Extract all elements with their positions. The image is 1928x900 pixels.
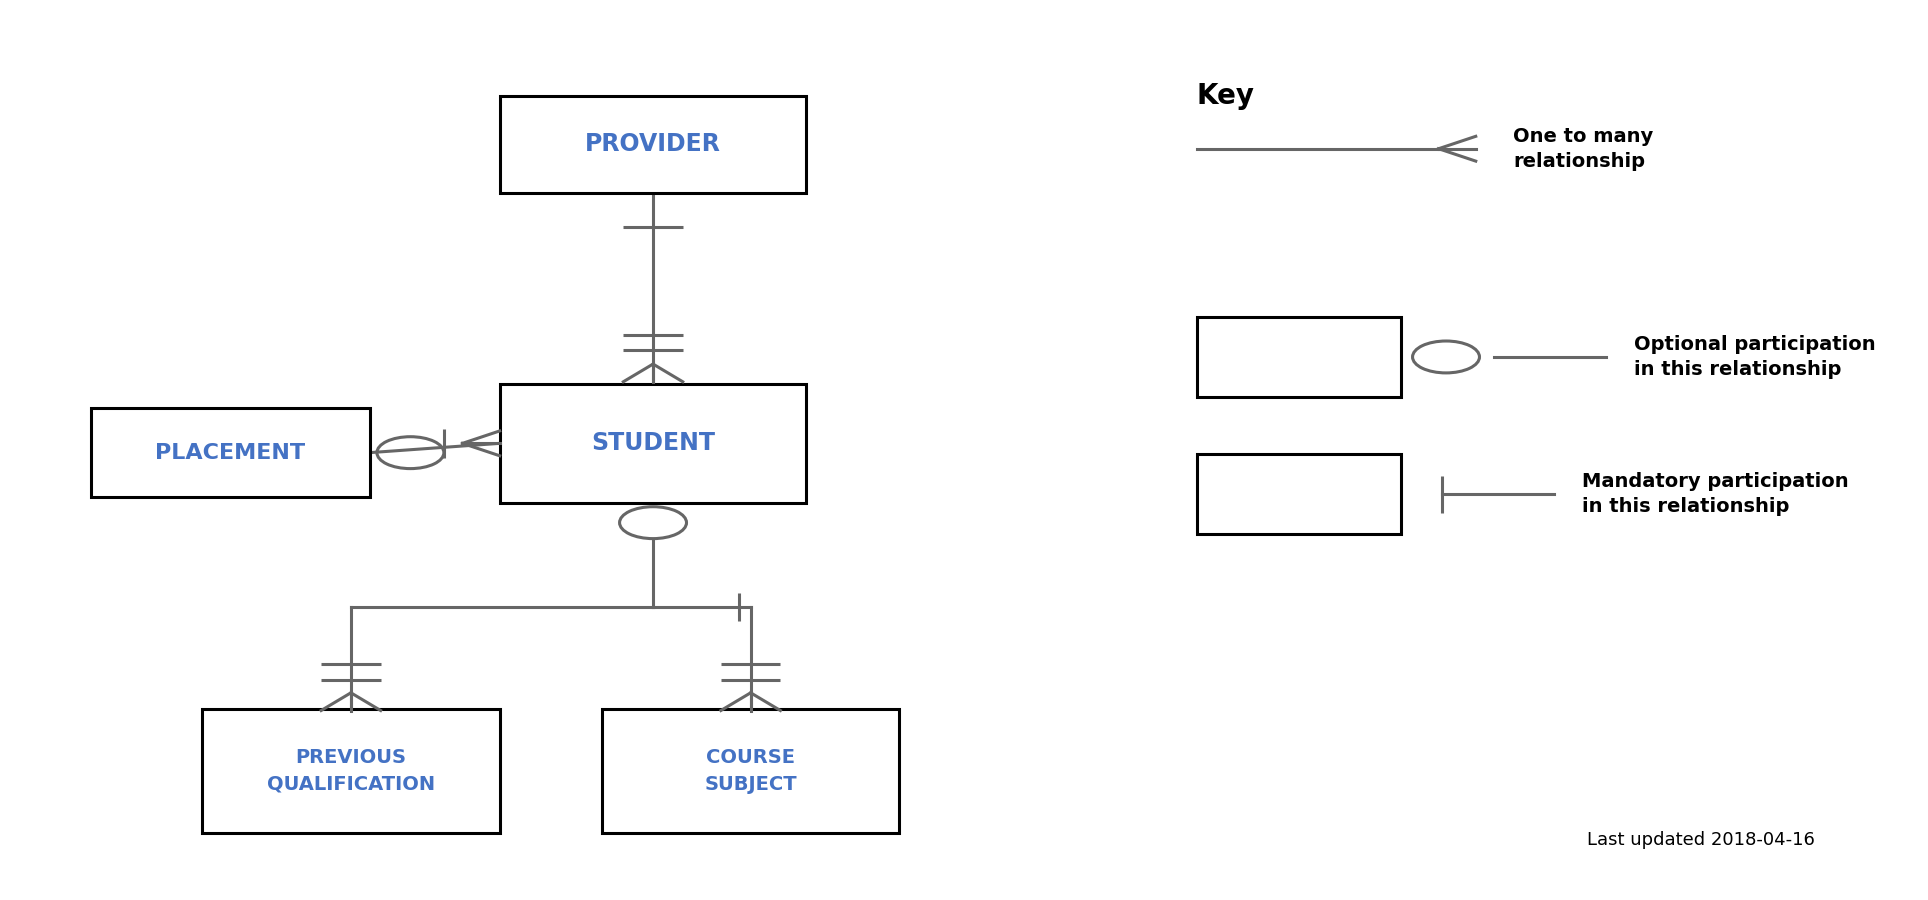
Text: Mandatory participation
in this relationship: Mandatory participation in this relation… bbox=[1581, 472, 1849, 517]
FancyBboxPatch shape bbox=[602, 708, 898, 833]
Text: Key: Key bbox=[1197, 82, 1255, 110]
Text: STUDENT: STUDENT bbox=[592, 431, 715, 455]
FancyBboxPatch shape bbox=[499, 383, 806, 503]
Text: Last updated 2018-04-16: Last updated 2018-04-16 bbox=[1587, 831, 1814, 849]
FancyBboxPatch shape bbox=[202, 708, 499, 833]
FancyBboxPatch shape bbox=[1197, 454, 1402, 535]
Text: Optional participation
in this relationship: Optional participation in this relations… bbox=[1633, 335, 1876, 379]
FancyBboxPatch shape bbox=[499, 95, 806, 193]
Text: PLACEMENT: PLACEMENT bbox=[154, 443, 305, 463]
Text: PREVIOUS
QUALIFICATION: PREVIOUS QUALIFICATION bbox=[266, 748, 436, 794]
Text: COURSE
SUBJECT: COURSE SUBJECT bbox=[704, 748, 796, 794]
Text: One to many
relationship: One to many relationship bbox=[1513, 127, 1652, 171]
FancyBboxPatch shape bbox=[91, 409, 370, 497]
FancyBboxPatch shape bbox=[1197, 317, 1402, 397]
Text: PROVIDER: PROVIDER bbox=[584, 132, 721, 157]
